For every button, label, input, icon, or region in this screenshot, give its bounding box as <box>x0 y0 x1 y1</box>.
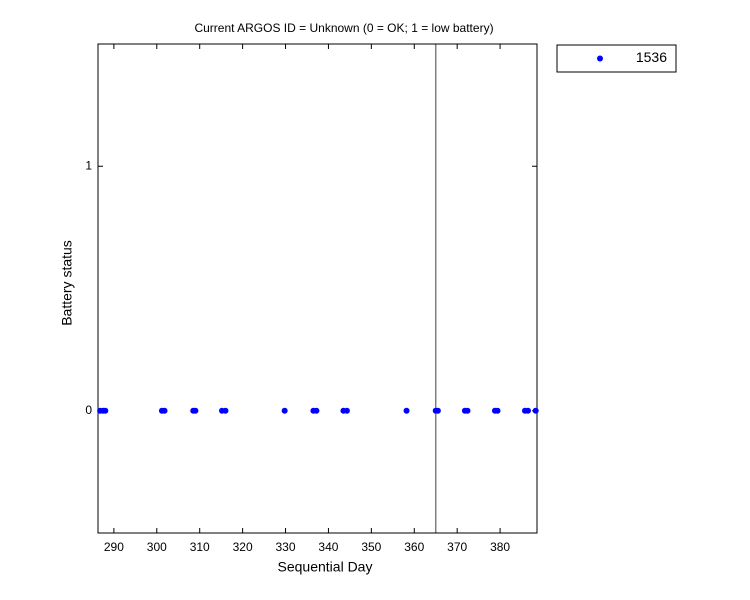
y-tick-label: 0 <box>85 403 92 417</box>
point <box>313 407 320 414</box>
legend-box <box>556 44 677 73</box>
point <box>464 407 471 414</box>
x-tick-label: 320 <box>233 540 253 554</box>
x-tick-label: 300 <box>147 540 167 554</box>
point <box>403 407 410 414</box>
point <box>524 407 531 414</box>
point <box>192 407 199 414</box>
x-tick-label: 370 <box>447 540 467 554</box>
x-axis-label: Sequential Day <box>278 559 373 575</box>
point <box>532 407 539 414</box>
x-tick-label: 340 <box>318 540 338 554</box>
x-tick-label: 330 <box>276 540 296 554</box>
x-tick-label: 360 <box>404 540 424 554</box>
y-tick-label: 1 <box>85 158 92 172</box>
point <box>343 407 350 414</box>
point <box>161 407 168 414</box>
point <box>102 407 109 414</box>
x-tick-label: 380 <box>490 540 510 554</box>
point <box>281 407 288 414</box>
legend-marker <box>597 55 603 62</box>
x-tick-label: 310 <box>190 540 210 554</box>
x-tick-label: 350 <box>361 540 381 554</box>
x-tick-label: 290 <box>104 540 124 554</box>
y-axis-label: Battery status <box>59 240 75 326</box>
point <box>494 407 501 414</box>
point <box>222 407 229 414</box>
point <box>434 407 441 414</box>
legend-label: 1536 <box>636 49 667 65</box>
axes-box <box>97 43 538 534</box>
chart-title: Current ARGOS ID = Unknown (0 = OK; 1 = … <box>194 21 493 35</box>
